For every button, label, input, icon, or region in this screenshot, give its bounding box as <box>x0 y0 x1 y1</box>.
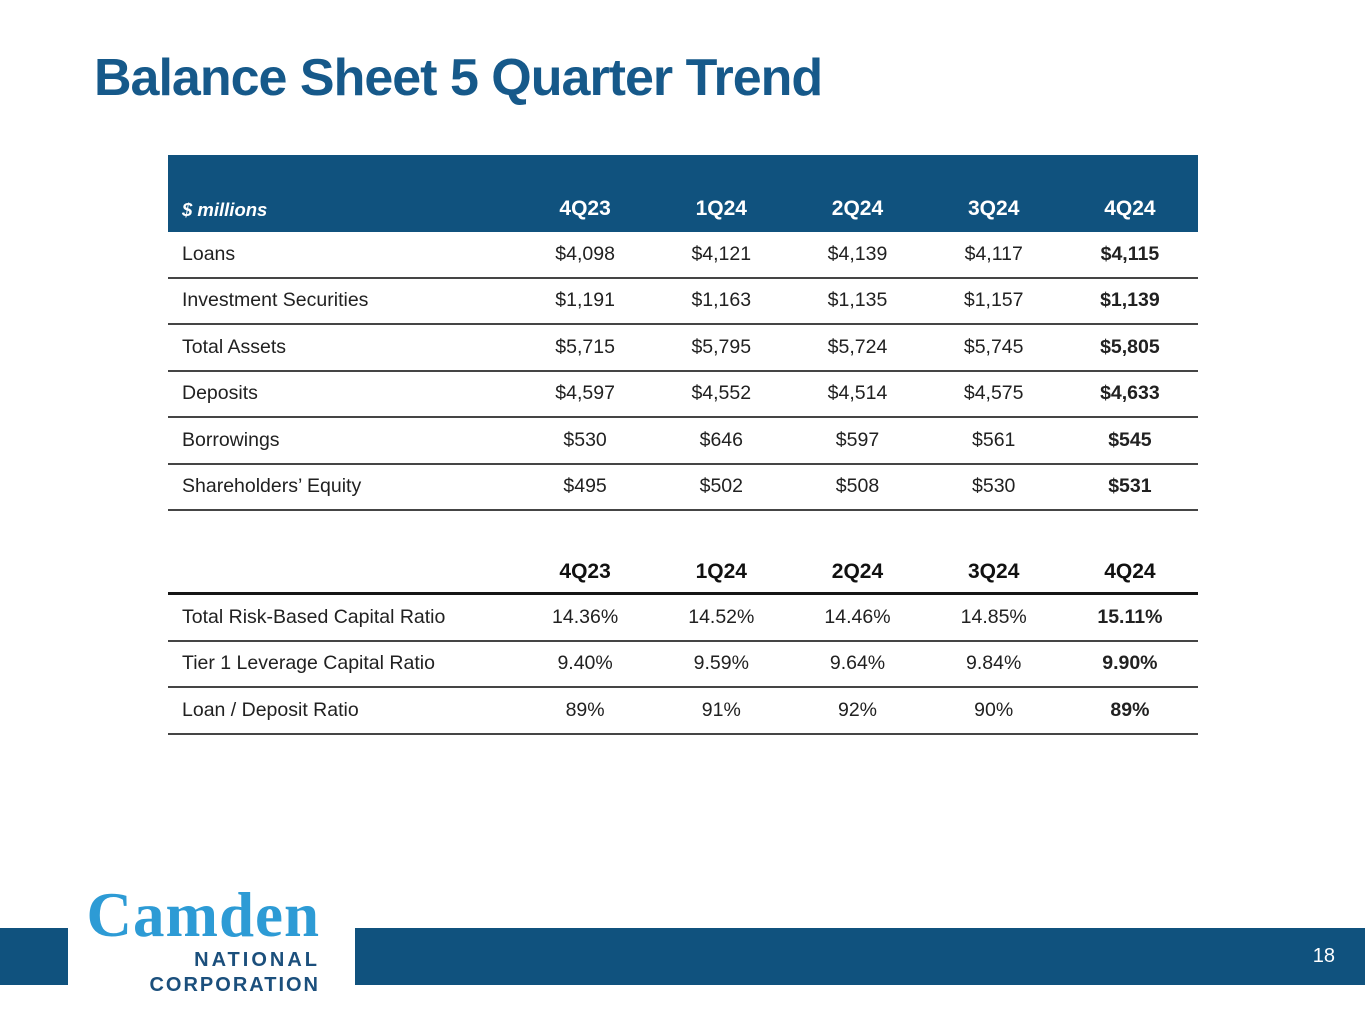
row-label: Loans <box>182 242 236 265</box>
footer-bar-left-segment <box>0 928 68 985</box>
camden-national-logo: Camden NATIONAL CORPORATION <box>85 880 320 996</box>
capital-ratio-table: 4Q23 1Q24 2Q24 3Q24 4Q24 Total Risk-Base… <box>168 549 1198 735</box>
table-row-loans: Loans $4,098 $4,121 $4,139 $4,117 $4,115 <box>168 232 1198 279</box>
cell-value: 91% <box>701 698 741 721</box>
cell-value: $4,139 <box>827 242 888 265</box>
cell-value: 92% <box>837 698 877 721</box>
page-title: Balance Sheet 5 Quarter Trend <box>94 49 823 107</box>
cell-value: $4,597 <box>555 382 615 405</box>
column-header: 4Q23 <box>559 560 611 583</box>
column-header: 3Q24 <box>968 560 1020 583</box>
cell-value: 9.64% <box>829 652 886 675</box>
table-row-total-assets: Total Assets $5,715 $5,795 $5,724 $5,745… <box>168 325 1198 372</box>
cell-value: $531 <box>1108 475 1152 498</box>
column-header: 4Q24 <box>1104 560 1156 583</box>
cell-value: 89% <box>1110 698 1150 721</box>
cell-value: 90% <box>974 698 1014 721</box>
row-label: Borrowings <box>182 428 280 451</box>
balance-table-header-row: $ millions 4Q23 1Q24 2Q24 3Q24 4Q24 <box>168 155 1198 232</box>
column-header: 2Q24 <box>831 560 884 583</box>
cell-value: 9.84% <box>966 652 1022 675</box>
logo-line-corporation: CORPORATION <box>149 974 320 996</box>
column-header: 1Q24 <box>695 560 747 583</box>
table-row-borrowings: Borrowings $530 $646 $597 $561 $545 <box>168 418 1198 465</box>
row-label: Shareholders’ Equity <box>182 475 362 498</box>
cell-value: 89% <box>565 698 605 721</box>
column-header: 2Q24 <box>831 197 884 220</box>
footer-bar-right-segment <box>355 928 1365 985</box>
cell-value: $4,514 <box>827 382 888 405</box>
cell-value: $545 <box>1108 428 1152 451</box>
column-header: 1Q24 <box>695 197 747 220</box>
cell-value: 14.46% <box>824 605 891 628</box>
cell-value: $5,724 <box>827 335 888 358</box>
cell-value: $4,115 <box>1100 242 1160 265</box>
cell-value: 14.36% <box>552 605 619 628</box>
cell-value: $1,157 <box>963 289 1024 312</box>
cell-value: $4,117 <box>964 242 1023 265</box>
cell-value: $495 <box>563 475 607 498</box>
logo-line-national: NATIONAL <box>194 949 320 971</box>
cell-value: $530 <box>972 475 1016 498</box>
row-label: Deposits <box>182 382 258 405</box>
row-label: Loan / Deposit Ratio <box>182 698 359 721</box>
cell-value: $5,805 <box>1100 335 1160 358</box>
table-row-shareholders-equity: Shareholders’ Equity $495 $502 $508 $530… <box>168 465 1198 511</box>
cell-value: 14.85% <box>960 605 1027 628</box>
cell-value: $5,745 <box>963 335 1024 358</box>
cell-value: $4,121 <box>691 242 752 265</box>
cell-value: $530 <box>563 428 607 451</box>
cell-value: $646 <box>699 428 743 451</box>
logo-wordmark: Camden <box>86 880 320 950</box>
cell-value: 15.11% <box>1097 605 1163 628</box>
unit-label: $ millions <box>182 199 268 220</box>
cell-value: 9.59% <box>693 652 749 675</box>
cell-value: $502 <box>699 475 743 498</box>
cell-value: $4,552 <box>691 382 752 405</box>
cell-value: $1,163 <box>691 289 752 312</box>
column-header: 4Q23 <box>559 197 611 220</box>
cell-value: $1,135 <box>827 289 888 312</box>
table-row-investment-securities: Investment Securities $1,191 $1,163 $1,1… <box>168 279 1198 325</box>
cell-value: $597 <box>835 428 880 451</box>
table-row-loan-deposit-ratio: Loan / Deposit Ratio 89% 91% 92% 90% 89% <box>168 688 1198 735</box>
cell-value: $4,098 <box>555 242 615 265</box>
page-number: 18 <box>1312 945 1335 967</box>
cell-value: $1,191 <box>555 289 615 312</box>
cell-value: 9.40% <box>557 652 613 675</box>
balance-sheet-table: $ millions 4Q23 1Q24 2Q24 3Q24 4Q24 Loan… <box>168 155 1198 511</box>
row-label: Total Risk-Based Capital Ratio <box>182 605 446 628</box>
cell-value: $4,633 <box>1100 382 1160 405</box>
cell-value: $4,575 <box>963 382 1024 405</box>
cell-value: 14.52% <box>688 605 755 628</box>
cell-value: $5,795 <box>691 335 752 358</box>
table-row-deposits: Deposits $4,597 $4,552 $4,514 $4,575 $4,… <box>168 372 1198 418</box>
cell-value: $1,139 <box>1100 289 1160 312</box>
cell-value: $561 <box>972 428 1016 451</box>
cell-value: $5,715 <box>555 335 615 358</box>
ratio-table-header-row: 4Q23 1Q24 2Q24 3Q24 4Q24 <box>168 549 1198 595</box>
table-row-tier1-leverage-capital-ratio: Tier 1 Leverage Capital Ratio 9.40% 9.59… <box>168 642 1198 688</box>
row-label: Tier 1 Leverage Capital Ratio <box>182 652 435 675</box>
empty-header-cell <box>168 549 517 592</box>
column-header: 3Q24 <box>968 197 1020 220</box>
table-row-total-risk-based-capital-ratio: Total Risk-Based Capital Ratio 14.36% 14… <box>168 595 1198 642</box>
cell-value: $508 <box>835 475 880 498</box>
row-label: Total Assets <box>182 335 287 358</box>
column-header: 4Q24 <box>1104 197 1156 220</box>
cell-value: 9.90% <box>1102 652 1158 675</box>
row-label: Investment Securities <box>182 289 369 312</box>
